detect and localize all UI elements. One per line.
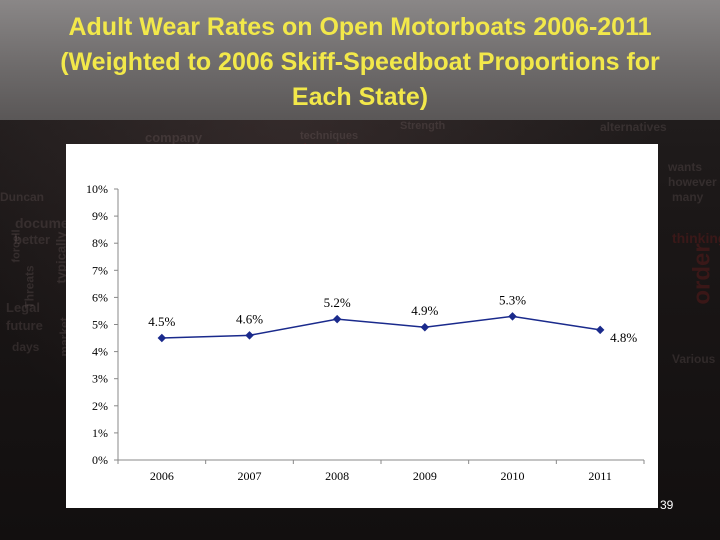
slide-title: Adult Wear Rates on Open Motorboats 2006… <box>60 13 660 111</box>
background-word: Various <box>672 352 716 366</box>
background-word: future <box>6 318 43 333</box>
background-word: better <box>14 232 51 247</box>
x-tick-label: 2007 <box>238 469 262 483</box>
data-point-marker <box>420 322 430 332</box>
data-point-marker <box>508 312 517 321</box>
x-tick-label: 2010 <box>501 469 525 483</box>
background-word: days <box>12 340 40 354</box>
chart-panel: 0% 1% 2% 3% 4% 5% 6% 7% 8% 9% 10% 2006 2007 2008 2009 2… <box>66 144 658 508</box>
y-tick-label: 7% <box>92 263 108 277</box>
background-word: alternatives <box>600 120 667 134</box>
data-label: 4.9% <box>411 303 438 318</box>
data-label: 4.5% <box>148 314 175 329</box>
background-word: Strength <box>400 120 446 132</box>
background-word: order <box>688 243 716 305</box>
data-point-marker <box>332 314 342 324</box>
y-tick-label: 5% <box>92 318 108 332</box>
data-point-marker <box>157 333 167 343</box>
data-point-marker <box>245 331 254 340</box>
background-word: wants <box>668 160 703 174</box>
background-word: many <box>672 190 704 204</box>
x-tick-label: 2008 <box>325 469 349 483</box>
series-line <box>161 315 601 339</box>
background-word: however <box>668 175 717 189</box>
y-tick-label: 6% <box>92 290 108 304</box>
x-tick-label: 2009 <box>413 469 437 483</box>
background-word: company <box>145 130 203 145</box>
y-tick-label: 0% <box>92 453 108 467</box>
background-word: document <box>15 215 82 231</box>
title-band <box>0 0 720 120</box>
background-word: Duncan <box>0 190 45 204</box>
x-tick-label: 2006 <box>150 469 174 483</box>
data-label: 5.3% <box>499 292 526 307</box>
data-label: 4.8% <box>610 330 637 345</box>
y-tick-label: 4% <box>92 345 108 359</box>
data-label: 5.2% <box>324 295 351 310</box>
x-tick-label: 2011 <box>588 469 612 483</box>
y-tick-label: 10% <box>86 182 108 196</box>
line-chart: 0% 1% 2% 3% 4% 5% 6% 7% 8% 9% 10% 2006 2007 2008 2009 2… <box>86 182 645 483</box>
data-label: 4.6% <box>236 311 263 326</box>
y-tick-label: 2% <box>92 399 108 413</box>
y-tick-label: 1% <box>92 426 108 440</box>
y-tick-label: 9% <box>92 209 108 223</box>
background-word: forcell <box>10 229 23 263</box>
y-tick-label: 3% <box>92 372 108 386</box>
data-point-marker <box>595 325 605 335</box>
page-number: 39 <box>660 498 674 512</box>
background-word: thinking <box>672 230 720 246</box>
background-word: techniques <box>300 130 359 142</box>
y-tick-label: 8% <box>92 236 108 250</box>
background-word: Legal <box>6 300 40 315</box>
